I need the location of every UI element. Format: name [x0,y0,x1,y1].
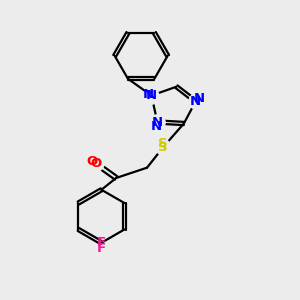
Text: S: S [158,137,167,150]
Text: N: N [150,120,161,133]
Text: O: O [90,157,101,170]
Text: N: N [190,95,201,108]
Text: F: F [97,242,106,254]
Text: N: N [146,89,157,102]
Text: O: O [86,155,98,168]
Text: N: N [142,88,154,100]
Text: F: F [97,236,106,249]
Text: N: N [152,116,163,128]
Text: S: S [158,141,168,154]
Text: N: N [194,92,205,105]
